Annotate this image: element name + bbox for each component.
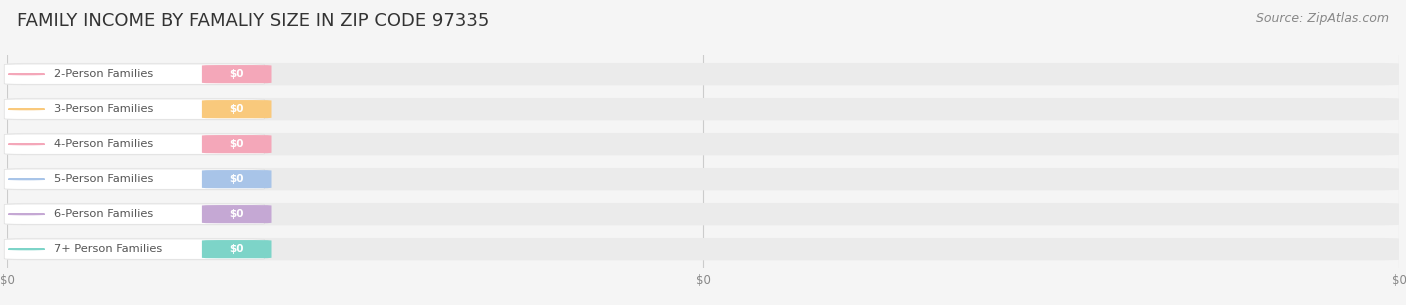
Text: 2-Person Families: 2-Person Families xyxy=(55,69,153,79)
Text: 4-Person Families: 4-Person Families xyxy=(55,139,153,149)
Circle shape xyxy=(8,144,45,145)
Text: 3-Person Families: 3-Person Families xyxy=(55,104,153,114)
Text: $0: $0 xyxy=(229,139,245,149)
FancyBboxPatch shape xyxy=(7,98,1399,120)
FancyBboxPatch shape xyxy=(7,168,1399,190)
Text: 7+ Person Families: 7+ Person Families xyxy=(55,244,163,254)
FancyBboxPatch shape xyxy=(4,64,264,84)
FancyBboxPatch shape xyxy=(202,100,271,118)
Text: $0: $0 xyxy=(229,69,245,79)
FancyBboxPatch shape xyxy=(4,239,264,259)
Text: $0: $0 xyxy=(229,244,245,254)
FancyBboxPatch shape xyxy=(202,170,271,188)
FancyBboxPatch shape xyxy=(202,135,271,153)
Circle shape xyxy=(8,179,45,180)
FancyBboxPatch shape xyxy=(4,134,264,154)
Circle shape xyxy=(8,74,45,75)
Text: $0: $0 xyxy=(229,104,245,114)
FancyBboxPatch shape xyxy=(4,204,264,224)
FancyBboxPatch shape xyxy=(7,63,1399,85)
FancyBboxPatch shape xyxy=(7,238,1399,260)
Text: $0: $0 xyxy=(229,174,245,184)
FancyBboxPatch shape xyxy=(7,133,1399,155)
FancyBboxPatch shape xyxy=(202,240,271,258)
FancyBboxPatch shape xyxy=(4,169,264,189)
FancyBboxPatch shape xyxy=(4,99,264,119)
FancyBboxPatch shape xyxy=(202,205,271,223)
Text: 6-Person Families: 6-Person Families xyxy=(55,209,153,219)
Text: FAMILY INCOME BY FAMALIY SIZE IN ZIP CODE 97335: FAMILY INCOME BY FAMALIY SIZE IN ZIP COD… xyxy=(17,12,489,30)
FancyBboxPatch shape xyxy=(202,65,271,83)
FancyBboxPatch shape xyxy=(7,203,1399,225)
Text: 5-Person Families: 5-Person Families xyxy=(55,174,153,184)
Text: Source: ZipAtlas.com: Source: ZipAtlas.com xyxy=(1256,12,1389,25)
Circle shape xyxy=(8,214,45,215)
Text: $0: $0 xyxy=(229,209,245,219)
